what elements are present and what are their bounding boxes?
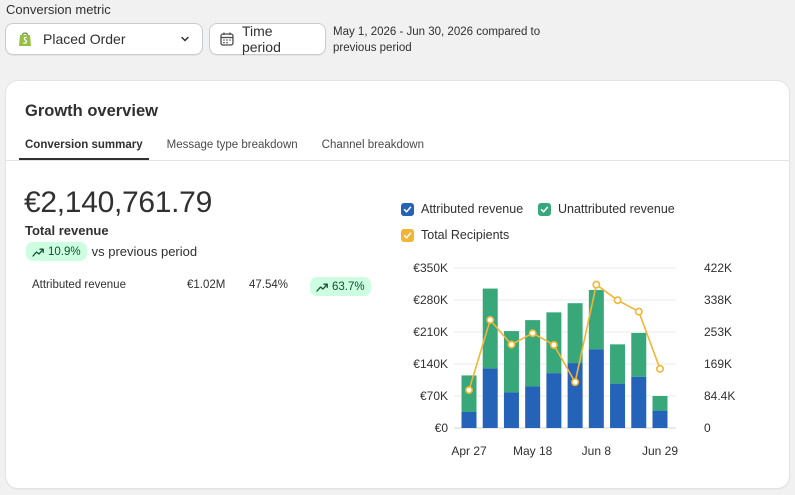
bar-attributed: [525, 386, 541, 428]
growth-value: 10.9%: [48, 245, 81, 258]
recipients-point: [549, 340, 558, 349]
checkbox-icon: [538, 202, 551, 216]
attributed-change-badge: 63.7%: [310, 277, 371, 296]
time-period-button[interactable]: Time period: [209, 23, 326, 55]
attributed-revenue-label: Attributed revenue: [32, 279, 126, 291]
date-range-text: May 1, 2026 - Jun 30, 2026 compared to p…: [333, 26, 541, 54]
bar-unattributed: [631, 332, 647, 377]
tab-message-type-breakdown[interactable]: Message type breakdown: [166, 139, 298, 151]
bar-unattributed: [588, 289, 604, 350]
attributed-revenue-amount: €1.02M: [187, 279, 226, 291]
bar-unattributed: [610, 344, 626, 384]
bar-attributed: [482, 368, 498, 428]
tab-conversion-summary[interactable]: Conversion summary: [19, 134, 149, 160]
recipients-point: [655, 364, 664, 373]
bar-attributed: [546, 373, 562, 428]
bar-unattributed: [525, 320, 541, 387]
y-right-tick-label: 338K: [704, 293, 732, 307]
chevron-down-icon: [181, 36, 189, 42]
recipients-point: [528, 329, 537, 338]
growth-row: 10.9% vs previous period: [26, 242, 197, 261]
card-title: Growth overview: [25, 102, 158, 120]
y-left-tick-label: €350K: [413, 261, 448, 275]
trend-up-icon: [316, 283, 328, 292]
y-right-tick-label: 0: [704, 421, 711, 435]
legend-item-unattributed[interactable]: Unattributed revenue: [538, 202, 675, 216]
bar-attributed: [461, 412, 477, 428]
tab-bar: Conversion summary Message type breakdow…: [19, 134, 442, 160]
bar-attributed: [503, 392, 519, 428]
conversion-metric-value: Placed Order: [43, 31, 126, 47]
trend-up-icon: [32, 248, 44, 257]
attributed-change-value: 63.7%: [332, 280, 365, 293]
bar-unattributed: [482, 288, 498, 369]
time-period-label: Time period: [241, 23, 281, 55]
legend-item-attributed[interactable]: Attributed revenue: [401, 202, 523, 216]
checkbox-icon: [401, 228, 414, 242]
x-tick-label: Jun 29: [642, 444, 678, 458]
recipients-point: [486, 315, 495, 324]
legend-label: Attributed revenue: [421, 202, 524, 216]
recipients-point: [613, 296, 622, 305]
recipients-point: [464, 386, 473, 395]
y-left-tick-label: €140K: [413, 357, 448, 371]
growth-badge: 10.9%: [26, 242, 87, 261]
legend-label: Total Recipients: [421, 228, 510, 242]
recipients-line: [468, 283, 661, 391]
y-left-tick-label: €0: [435, 421, 449, 435]
total-revenue-value: €2,140,761.79: [24, 186, 212, 219]
y-right-tick-label: 169K: [704, 357, 732, 371]
tab-divider: [6, 160, 789, 161]
y-left-tick-label: €210K: [413, 325, 448, 339]
attributed-revenue-share: 47.54%: [249, 279, 289, 291]
growth-comparison-text: vs previous period: [91, 244, 198, 259]
recipients-point: [592, 280, 601, 289]
y-right-tick-label: 422K: [704, 261, 732, 275]
x-tick-label: Apr 27: [451, 444, 487, 458]
conversion-metric-label: Conversion metric: [6, 2, 111, 17]
conversion-metric-select[interactable]: Placed Order: [5, 23, 203, 55]
recipients-point: [634, 307, 643, 316]
calendar-icon: [220, 32, 234, 46]
y-right-tick-label: 253K: [704, 325, 732, 339]
legend-label: Unattributed revenue: [558, 202, 675, 216]
y-left-tick-label: €280K: [413, 293, 448, 307]
shopify-bag-icon: [19, 32, 31, 46]
x-tick-label: Jun 8: [582, 444, 612, 458]
y-left-tick-label: €70K: [420, 389, 448, 403]
checkbox-icon: [401, 202, 414, 216]
bar-attributed: [567, 363, 583, 428]
bar-unattributed: [567, 303, 583, 364]
total-revenue-label: Total revenue: [25, 223, 109, 238]
bar-unattributed: [652, 396, 668, 411]
recipients-point: [507, 340, 516, 349]
legend-item-recipients[interactable]: Total Recipients: [401, 228, 509, 242]
x-tick-label: May 18: [513, 444, 553, 458]
bar-attributed: [631, 376, 647, 428]
tab-channel-breakdown[interactable]: Channel breakdown: [321, 139, 424, 151]
bar-attributed: [610, 383, 626, 428]
y-right-tick-label: 84.4K: [704, 389, 735, 403]
bar-attributed: [652, 410, 668, 428]
bar-attributed: [588, 349, 604, 428]
bar-unattributed: [503, 331, 519, 393]
recipients-point: [571, 378, 580, 387]
